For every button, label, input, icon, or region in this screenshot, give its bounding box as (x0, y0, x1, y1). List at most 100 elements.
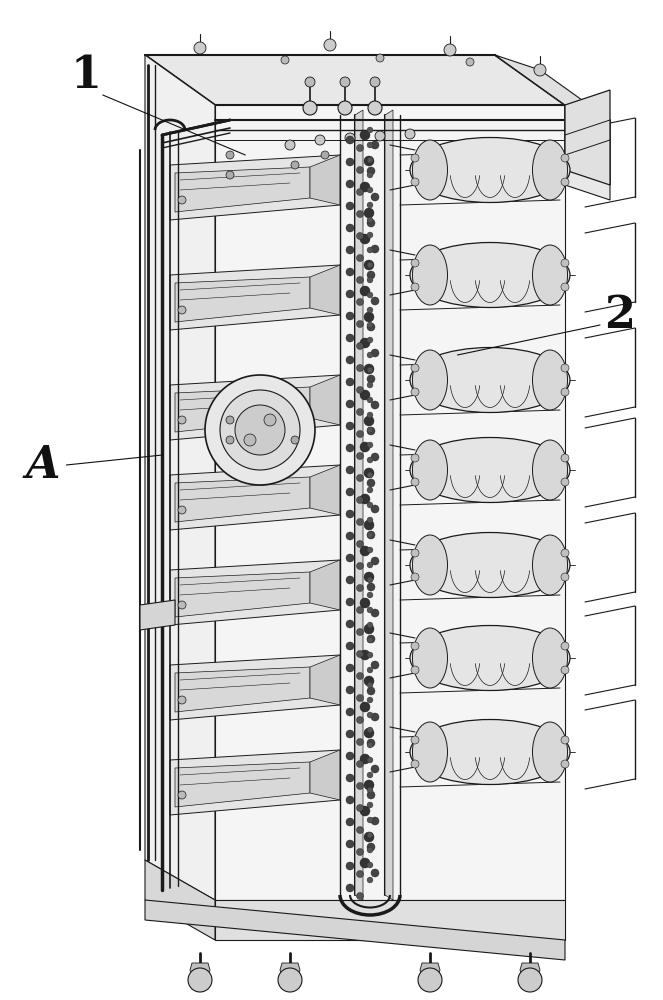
Circle shape (411, 454, 419, 462)
Circle shape (367, 167, 375, 175)
Circle shape (346, 246, 354, 254)
Circle shape (367, 157, 373, 163)
Circle shape (357, 430, 363, 438)
Ellipse shape (532, 628, 568, 688)
Circle shape (357, 650, 363, 658)
Circle shape (367, 382, 373, 388)
Circle shape (364, 208, 374, 218)
Circle shape (367, 337, 373, 343)
Circle shape (371, 245, 379, 253)
Circle shape (360, 286, 370, 296)
Circle shape (360, 598, 370, 608)
Circle shape (371, 609, 379, 617)
Circle shape (375, 131, 385, 141)
Circle shape (357, 540, 363, 548)
Circle shape (405, 129, 415, 139)
Circle shape (367, 843, 375, 851)
Circle shape (346, 290, 354, 298)
Circle shape (205, 375, 315, 485)
Circle shape (346, 752, 354, 760)
Circle shape (357, 826, 363, 834)
Circle shape (367, 562, 373, 568)
Ellipse shape (412, 140, 448, 200)
Circle shape (346, 532, 354, 540)
Polygon shape (170, 265, 340, 330)
Circle shape (357, 782, 363, 790)
Circle shape (346, 224, 354, 232)
Circle shape (346, 642, 354, 650)
Circle shape (346, 708, 354, 716)
Circle shape (364, 572, 374, 582)
Circle shape (561, 283, 569, 291)
Circle shape (367, 547, 373, 553)
Circle shape (360, 130, 370, 140)
Circle shape (411, 666, 419, 674)
Polygon shape (215, 105, 565, 900)
Polygon shape (175, 572, 310, 617)
Circle shape (411, 549, 419, 557)
Circle shape (360, 754, 370, 764)
Circle shape (357, 738, 363, 746)
Circle shape (360, 858, 370, 868)
Polygon shape (565, 105, 610, 185)
Circle shape (346, 378, 354, 386)
Circle shape (371, 557, 379, 565)
Polygon shape (420, 963, 440, 977)
Circle shape (411, 283, 419, 291)
Circle shape (367, 322, 373, 328)
Circle shape (367, 877, 373, 883)
Circle shape (367, 502, 373, 508)
Polygon shape (355, 110, 363, 900)
Circle shape (367, 271, 375, 279)
Polygon shape (140, 600, 175, 630)
Circle shape (357, 276, 363, 284)
Circle shape (291, 436, 299, 444)
Circle shape (561, 364, 569, 372)
Circle shape (561, 454, 569, 462)
Circle shape (371, 193, 379, 201)
Ellipse shape (410, 532, 570, 597)
Polygon shape (280, 963, 300, 977)
Circle shape (367, 697, 373, 703)
Circle shape (561, 549, 569, 557)
Circle shape (367, 487, 373, 493)
Polygon shape (175, 387, 310, 432)
Polygon shape (145, 55, 215, 900)
Circle shape (367, 219, 375, 227)
Circle shape (561, 259, 569, 267)
Polygon shape (170, 655, 340, 720)
Circle shape (178, 601, 186, 609)
Polygon shape (170, 465, 340, 530)
Circle shape (315, 135, 325, 145)
Circle shape (371, 765, 379, 773)
Circle shape (357, 672, 363, 680)
Circle shape (346, 180, 354, 188)
Circle shape (360, 546, 370, 556)
Circle shape (357, 166, 363, 174)
Circle shape (367, 292, 373, 298)
Circle shape (338, 101, 352, 115)
Ellipse shape (532, 722, 568, 782)
Ellipse shape (412, 535, 448, 595)
Circle shape (346, 576, 354, 584)
Text: 1: 1 (71, 53, 101, 97)
Circle shape (357, 804, 363, 812)
Circle shape (357, 254, 363, 261)
Circle shape (367, 802, 373, 808)
Circle shape (346, 730, 354, 738)
Circle shape (518, 968, 542, 992)
Circle shape (346, 884, 354, 892)
Circle shape (367, 687, 375, 695)
Circle shape (346, 620, 354, 628)
Circle shape (357, 716, 363, 724)
Circle shape (411, 573, 419, 581)
Circle shape (235, 405, 285, 455)
Polygon shape (175, 762, 310, 807)
Circle shape (367, 787, 373, 793)
Circle shape (220, 390, 300, 470)
Circle shape (561, 573, 569, 581)
Circle shape (364, 364, 374, 374)
Circle shape (371, 505, 379, 513)
Circle shape (364, 156, 374, 166)
Circle shape (357, 629, 363, 636)
